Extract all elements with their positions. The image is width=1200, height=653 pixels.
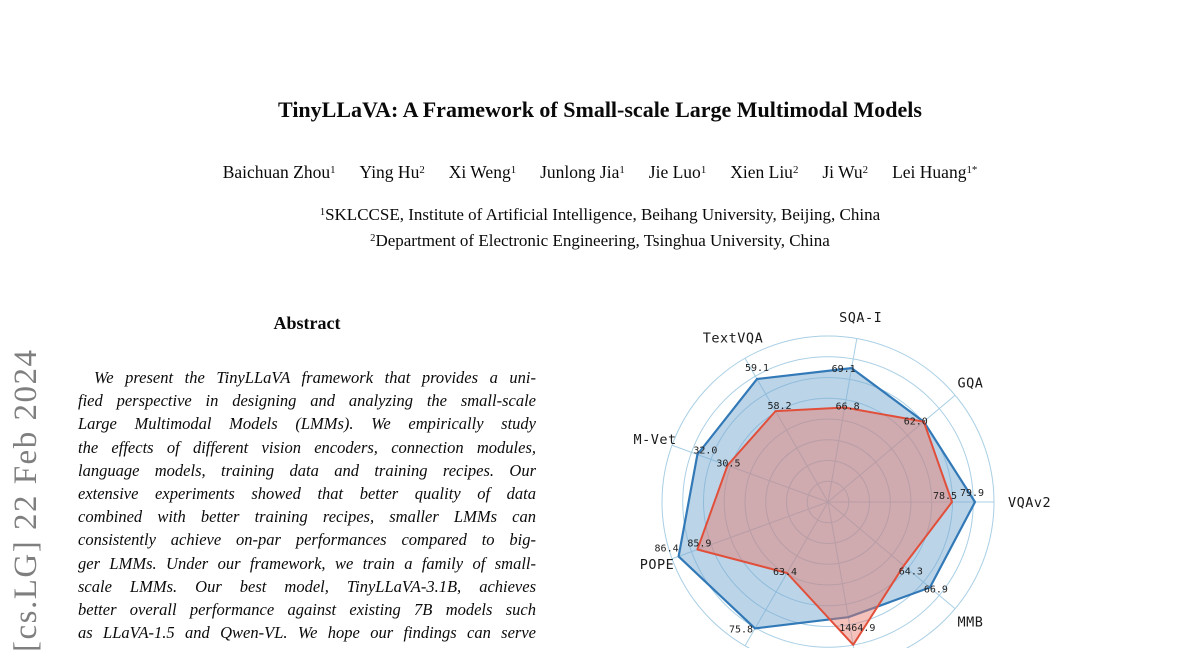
radar-axis-label: VQAv2	[1008, 495, 1051, 511]
author: Xien Liu2	[730, 162, 799, 182]
radar-value-label: 1464.9	[839, 623, 875, 634]
radar-axis-label: SQA-I	[839, 310, 882, 326]
radar-value-label: 66.8	[836, 401, 860, 412]
abstract-line: ger LMMs. Under our framework, we train …	[78, 553, 536, 573]
radar-value-label: 59.1	[745, 363, 769, 374]
affiliation-list: 1SKLCCSE, Institute of Artificial Intell…	[0, 203, 1200, 255]
abstract-line: fied perspective in designing and analyz…	[78, 391, 536, 411]
radar-blue-series	[677, 367, 977, 630]
abstract-line: as LLaVA-1.5 and Qwen-VL. We hope our fi…	[78, 623, 536, 643]
radar-value-label: 86.4	[655, 543, 679, 554]
radar-red-series	[696, 406, 953, 646]
affiliation: 2Department of Electronic Engineering, T…	[370, 231, 830, 250]
abstract-line: combined with better training recipes, s…	[78, 507, 536, 527]
author: Xi Weng1	[448, 162, 517, 182]
author-list: Baichuan Zhou1 Ying Hu2 Xi Weng1 Junlong Ji…	[0, 162, 1200, 183]
radar-value-label: 63.4	[773, 567, 797, 578]
radar-axis-label: MMB	[958, 615, 984, 631]
abstract-line: the effects of different vision encoders…	[78, 437, 536, 457]
author: Ji Wu2	[822, 162, 869, 182]
author: Lei Huang1*	[892, 162, 978, 182]
abstract-text: We present the TinyLLaVA framework that …	[78, 366, 536, 644]
abstract-line: scale LMMs. Our best model, TinyLLaVA-3.…	[78, 576, 536, 596]
radar-value-label: 58.2	[767, 401, 791, 412]
radar-axis-label: M-Vet	[634, 432, 677, 448]
page-title: TinyLLaVA: A Framework of Small-scale La…	[278, 97, 922, 122]
abstract-line: extensive experiments showed that better…	[78, 484, 536, 504]
radar-value-label: 69.1	[832, 364, 856, 375]
author: Ying Hu2	[359, 162, 425, 182]
radar-value-label: 78.5	[933, 491, 957, 502]
radar-value-label: 32.0	[693, 445, 717, 456]
abstract-line: We present the TinyLLaVA framework that …	[94, 368, 536, 387]
radar-value-label: 30.5	[716, 458, 740, 469]
radar-axis-label: GQA	[958, 375, 984, 391]
radar-value-label: 64.3	[899, 567, 923, 578]
author: Junlong Jia1	[540, 162, 625, 182]
author: Baichuan Zhou1	[222, 162, 336, 182]
abstract-line: better overall performance against exist…	[78, 600, 536, 620]
abstract-line: Large Multimodal Models (LMMs). We empir…	[78, 414, 536, 434]
radar-chart: 69.166.862.079.978.566.964.31464.91510.7…	[634, 310, 1051, 653]
author: Jie Luo1	[648, 162, 707, 182]
abstract-line: consistently achieve on-par performances…	[78, 530, 536, 550]
arxiv-banner: [cs.LG] 22 Feb 2024	[8, 348, 44, 652]
radar-figure: 69.166.862.079.978.566.964.31464.91510.7…	[620, 290, 1200, 653]
radar-axis-label: TextVQA	[703, 330, 763, 346]
affiliation: 1SKLCCSE, Institute of Artificial Intell…	[319, 205, 881, 224]
radar-value-label: 75.8	[729, 624, 753, 635]
radar-value-label: 79.9	[960, 488, 984, 499]
radar-value-label: 66.9	[924, 584, 948, 595]
radar-red-fill	[697, 407, 952, 645]
abstract-line: language models, training data and train…	[78, 460, 536, 480]
radar-value-label: 62.0	[904, 417, 928, 428]
radar-axis-label: POPE	[640, 557, 675, 573]
radar-value-label: 85.9	[687, 539, 711, 550]
abstract-heading: Abstract	[273, 313, 341, 333]
